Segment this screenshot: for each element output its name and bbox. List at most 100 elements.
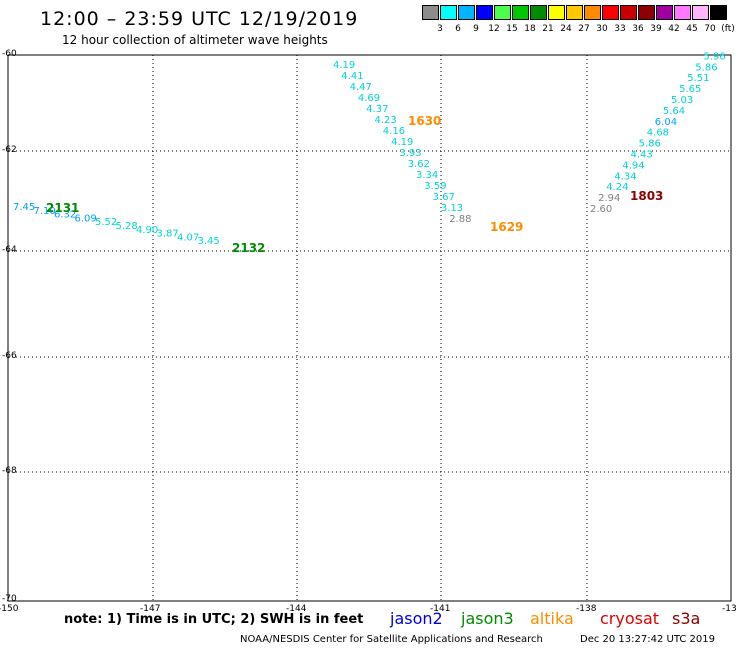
scale-swatch [422, 5, 439, 20]
swh-value: 3.59 [424, 181, 446, 192]
legend-jason3: jason3 [461, 609, 514, 628]
scale-swatch [476, 5, 493, 20]
swh-value: 4.19 [333, 60, 355, 71]
swh-value: 3.45 [198, 236, 220, 247]
map-title: 12:00 – 23:59 UTC 12/19/2019 [40, 8, 359, 30]
swh-value: 4.34 [614, 171, 636, 182]
scale-label: 15 [506, 24, 518, 34]
swh-value: 4.37 [366, 104, 388, 115]
swh-value: 4.41 [341, 71, 363, 82]
legend-s3a: s3a [672, 609, 701, 628]
swh-value: 5.03 [671, 95, 693, 106]
longitude-label: -147 [140, 604, 161, 614]
scale-swatch [656, 5, 673, 20]
scale-label: 45 [686, 24, 698, 34]
scale-swatch [674, 5, 691, 20]
swh-value: 3.87 [157, 229, 179, 240]
longitude-label: -144 [286, 604, 307, 614]
swh-value: 5.96 [703, 51, 725, 62]
scale-swatch [512, 5, 529, 20]
note-text: note: 1) Time is in UTC; 2) SWH is in fe… [64, 612, 364, 627]
swh-value: 6.09 [75, 213, 97, 224]
scale-swatch [638, 5, 655, 20]
swh-value: 7.10 [34, 206, 56, 217]
swh-value: 5.28 [116, 221, 138, 232]
latitude-label: -66 [2, 351, 17, 361]
scale-swatch [692, 5, 709, 20]
latitude-label: -68 [2, 466, 17, 476]
swh-value: 4.07 [177, 232, 199, 243]
credit-text: NOAA/NESDIS Center for Satellite Applica… [240, 634, 543, 645]
scale-label: (ft) [721, 24, 735, 34]
swh-value: 4.43 [631, 150, 653, 161]
scale-label: 42 [668, 24, 680, 34]
scale-label: 70 [704, 24, 716, 34]
scale-swatch [494, 5, 511, 20]
swh-value: 4.23 [375, 115, 397, 126]
longitude-label: -138 [576, 604, 597, 614]
scale-label: 39 [650, 24, 662, 34]
swh-value: 5.64 [663, 106, 685, 117]
legend-cryosat: cryosat [600, 609, 660, 628]
swh-value: 3.13 [441, 203, 463, 214]
graticule [8, 55, 731, 601]
swh-value: 6.32 [54, 210, 76, 221]
map-subtitle: 12 hour collection of altimeter wave hei… [62, 33, 328, 47]
swh-value: 5.86 [639, 139, 661, 150]
swh-value: 2.94 [598, 193, 620, 204]
scale-swatch [530, 5, 547, 20]
swh-value: 5.86 [695, 62, 717, 73]
scale-swatch [584, 5, 601, 20]
scale-label: 24 [560, 24, 572, 34]
scale-swatch [566, 5, 583, 20]
scale-label: 12 [488, 24, 500, 34]
pass-time-label: 2132 [232, 241, 265, 255]
longitude-label: -150 [0, 604, 19, 614]
satellite-tracks: 7.457.106.326.095.525.284.903.874.073.45… [13, 51, 726, 255]
scale-swatch [548, 5, 565, 20]
pass-time-label: 2131 [46, 201, 79, 215]
swh-value: 4.68 [647, 128, 669, 139]
swh-value: 5.52 [95, 217, 117, 228]
legend-jason2: jason2 [390, 609, 443, 628]
swh-value: 4.94 [622, 160, 644, 171]
swh-value: 4.24 [606, 182, 628, 193]
legend-altika: altika [530, 609, 574, 628]
swh-value: 4.90 [136, 225, 158, 236]
scale-label: 3 [437, 24, 443, 34]
swh-value: 6.04 [655, 117, 677, 128]
scale-label: 33 [614, 24, 626, 34]
swh-value: 5.51 [687, 73, 709, 84]
swh-value: 4.47 [350, 82, 372, 93]
scale-swatch [602, 5, 619, 20]
swh-value: 4.19 [391, 137, 413, 148]
pass-time-label: 1630 [408, 114, 441, 128]
scale-swatch [620, 5, 637, 20]
swh-value: 2.88 [449, 214, 471, 225]
swh-value: 3.34 [416, 170, 438, 181]
scale-label: 30 [596, 24, 608, 34]
latitude-label: -62 [2, 145, 17, 155]
swh-value: 4.16 [383, 126, 405, 137]
scale-label: 18 [524, 24, 536, 34]
latitude-label: -60 [2, 49, 17, 59]
swh-value: 7.45 [13, 202, 35, 213]
swh-value: 2.60 [590, 204, 612, 215]
scale-swatch [458, 5, 475, 20]
longitude-label: -13 [722, 604, 737, 614]
scale-label: 36 [632, 24, 644, 34]
plot-border [7, 54, 732, 602]
swh-value: 3.67 [433, 192, 455, 203]
scale-label: 21 [542, 24, 554, 34]
pass-time-label: 1629 [490, 220, 523, 234]
scale-label: 6 [455, 24, 461, 34]
generated-timestamp: Dec 20 13:27:42 UTC 2019 [580, 634, 715, 645]
scale-swatch [710, 5, 727, 20]
scale-label: 27 [578, 24, 590, 34]
longitude-label: -141 [430, 604, 451, 614]
scale-label: 9 [473, 24, 479, 34]
latitude-label: -70 [2, 594, 17, 604]
latitude-label: -64 [2, 245, 17, 255]
scale-swatch [440, 5, 457, 20]
